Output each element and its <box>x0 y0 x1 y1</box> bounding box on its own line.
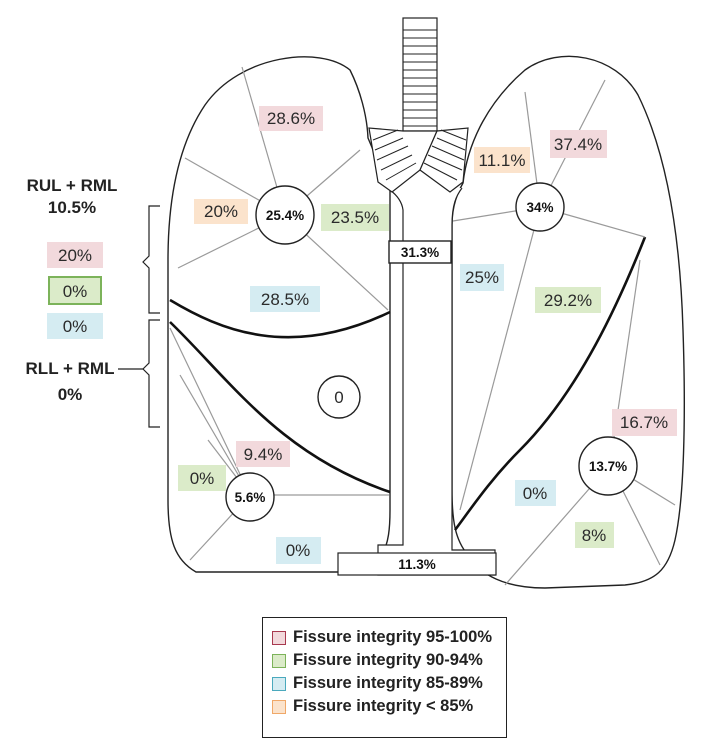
upper-group-title: RUL + RML <box>27 176 118 195</box>
trachea-lower-label: 11.3% <box>398 557 436 572</box>
legend-item-pink: Fissure integrity 95-100% <box>272 626 506 649</box>
right-upper-bottom-value: 28.5% <box>261 290 309 309</box>
upper-group-value-3: 0% <box>63 317 88 336</box>
lower-group-title: RLL + RML <box>26 359 115 378</box>
left-lower-right-value: 16.7% <box>620 413 668 432</box>
right-upper-right-value: 23.5% <box>331 208 379 227</box>
center-circles: 25.4% 0 5.6% 34% 13.7% <box>225 182 638 522</box>
legend-item-green: Fissure integrity 90-94% <box>272 649 506 672</box>
trachea-tube <box>402 17 438 132</box>
right-lower-center-value: 5.6% <box>235 490 266 505</box>
lower-trachea-bar <box>337 552 497 576</box>
legend-label: Fissure integrity < 85% <box>293 697 474 715</box>
right-middle-center-value: 0 <box>334 388 343 407</box>
legend-label: Fissure integrity 85-89% <box>293 674 483 692</box>
bronchi-rings <box>372 129 467 181</box>
upper-group-percent: 10.5% <box>48 198 96 217</box>
orange-swatch <box>272 699 286 714</box>
upper-trachea-bar <box>388 240 452 264</box>
left-upper-lower-left-value: 25% <box>465 268 499 287</box>
right-lower-left-value: 0% <box>190 469 215 488</box>
lower-group-bracket <box>142 319 160 428</box>
value-boxes: 28.6% 20% 23.5% 28.5% 9.4% 0% 0% 11.1% 3… <box>178 106 677 564</box>
trachea-upper-label: 31.3% <box>401 245 439 260</box>
blue-swatch <box>272 676 286 691</box>
legend-item-orange: Fissure integrity < 85% <box>272 695 506 718</box>
right-lower-top-value: 9.4% <box>244 445 283 464</box>
right-oblique-fissure <box>169 321 391 494</box>
legend-item-blue: Fissure integrity 85-89% <box>272 672 506 695</box>
legend-label: Fissure integrity 90-94% <box>293 651 483 669</box>
trachea-rings <box>403 29 437 127</box>
pink-swatch <box>272 630 286 645</box>
left-lower-bottom-value: 8% <box>582 526 607 545</box>
left-oblique-fissure <box>453 236 647 531</box>
right-horizontal-fissure <box>169 298 391 339</box>
right-upper-left-value: 20% <box>204 202 238 221</box>
left-upper-left-value: 11.1% <box>479 151 526 170</box>
left-upper-lower-right-value: 29.2% <box>544 291 592 310</box>
bronchi <box>368 127 469 193</box>
legend: Fissure integrity 95-100% Fissure integr… <box>262 617 507 738</box>
right-upper-top-value: 28.6% <box>267 109 315 128</box>
upper-group-value-2: 0% <box>63 282 88 301</box>
left-upper-top-value: 37.4% <box>554 135 602 154</box>
green-swatch <box>272 653 286 668</box>
upper-group-value-1: 20% <box>58 246 92 265</box>
right-upper-center-value: 25.4% <box>266 208 304 223</box>
left-upper-center-value: 34% <box>526 200 553 215</box>
left-lower-left-value: 0% <box>523 484 548 503</box>
right-lower-bottom-value: 0% <box>286 541 311 560</box>
lower-group-percent: 0% <box>58 385 83 404</box>
left-lower-center-value: 13.7% <box>589 459 627 474</box>
upper-group-bracket <box>142 205 160 314</box>
legend-label: Fissure integrity 95-100% <box>293 628 492 646</box>
